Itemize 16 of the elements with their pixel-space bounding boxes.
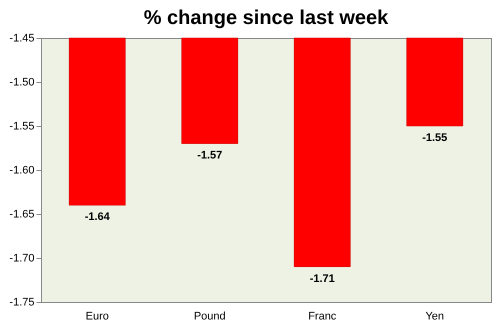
y-tick-label: -1.60 bbox=[9, 164, 34, 176]
x-tick-label: Franc bbox=[308, 310, 337, 322]
data-label: -1.57 bbox=[197, 150, 222, 162]
data-label: -1.71 bbox=[310, 272, 335, 285]
y-tick-label: -1.70 bbox=[9, 252, 34, 264]
chart-title: % change since last week bbox=[144, 7, 390, 29]
y-tick-label: -1.55 bbox=[9, 120, 34, 132]
x-tick-label: Yen bbox=[425, 310, 444, 322]
y-tick-label: -1.65 bbox=[9, 208, 34, 220]
data-label: -1.64 bbox=[84, 211, 111, 224]
y-tick-label: -1.50 bbox=[9, 76, 34, 88]
y-tick-label: -1.45 bbox=[9, 32, 34, 44]
x-tick-label: Euro bbox=[86, 310, 109, 322]
y-tick-label: -1.75 bbox=[9, 296, 34, 308]
x-tick-label: Pound bbox=[194, 310, 226, 322]
data-label: -1.55 bbox=[422, 132, 448, 144]
